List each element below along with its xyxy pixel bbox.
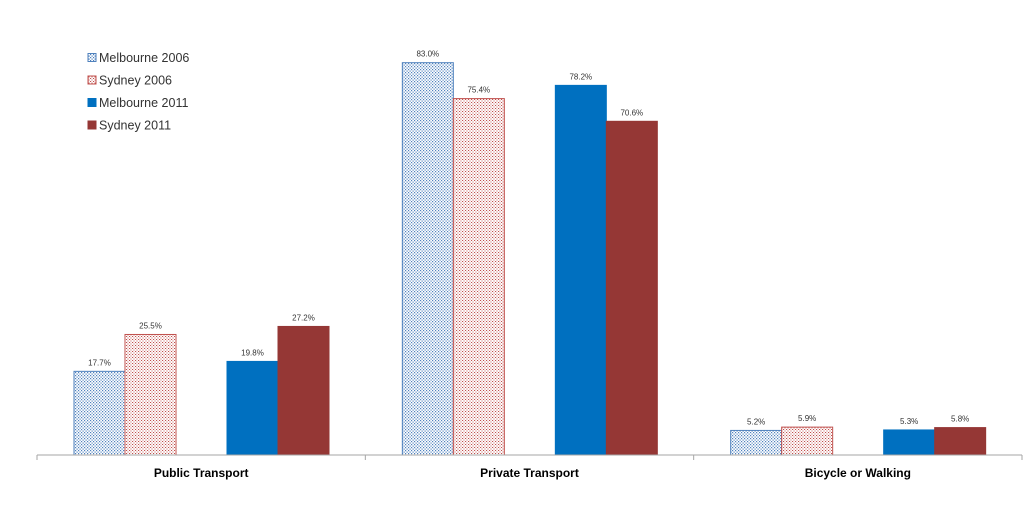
legend-label-melbourne-2006: Melbourne 2006 — [99, 51, 189, 65]
legend-swatch-sydney-2011 — [87, 120, 97, 130]
data-label-melbourne-2006-private-transport: 83.0% — [416, 50, 439, 59]
bar-sydney-2006-bicycle-or-walking — [781, 426, 834, 456]
legend-swatch-sydney-2006 — [87, 75, 97, 85]
bars-layer — [73, 62, 987, 456]
bar-melbourne-2006-bicycle-or-walking — [730, 429, 783, 456]
data-label-sydney-2006-private-transport: 75.4% — [467, 86, 490, 95]
data-label-sydney-2011-bicycle-or-walking: 5.8% — [951, 415, 969, 424]
data-label-melbourne-2011-bicycle-or-walking: 5.3% — [900, 417, 918, 426]
data-label-sydney-2011-private-transport: 70.6% — [620, 108, 643, 117]
x-axis: Public Transport Private Transport Bicycle… — [36, 454, 1023, 480]
data-label-sydney-2006-public-transport: 25.5% — [139, 321, 162, 330]
data-label-sydney-2006-bicycle-or-walking: 5.9% — [798, 414, 816, 423]
data-label-melbourne-2006-bicycle-or-walking: 5.2% — [747, 417, 765, 426]
bar-melbourne-2011-public-transport — [226, 360, 279, 456]
bar-melbourne-2006-public-transport — [73, 370, 126, 456]
data-label-melbourne-2011-private-transport: 78.2% — [569, 72, 592, 81]
legend-swatch-melbourne-2006 — [87, 53, 97, 62]
category-label-private-transport: Private Transport — [480, 466, 579, 480]
data-label-melbourne-2006-public-transport: 17.7% — [88, 358, 111, 367]
legend: Melbourne 2006 Sydney 2006 Melbourne 2011 S… — [87, 51, 189, 133]
legend-label-melbourne-2011: Melbourne 2011 — [99, 96, 188, 110]
data-label-melbourne-2011-public-transport: 19.8% — [241, 348, 264, 357]
legend-label-sydney-2011: Sydney 2011 — [99, 119, 171, 133]
bar-sydney-2011-bicycle-or-walking — [934, 427, 987, 456]
legend-label-sydney-2006: Sydney 2006 — [99, 74, 172, 88]
legend-swatch-melbourne-2011 — [87, 98, 97, 107]
bar-sydney-2006-private-transport — [452, 98, 505, 456]
data-label-sydney-2011-public-transport: 27.2% — [292, 313, 315, 322]
bar-melbourne-2006-private-transport — [401, 62, 454, 456]
bar-sydney-2011-private-transport — [605, 120, 658, 456]
category-label-public-transport: Public Transport — [154, 466, 249, 480]
data-labels-layer: 17.7% 25.5% 19.8% 27.2% 83.0% 75.4% 78.2% 70.6%… — [88, 50, 969, 427]
bar-sydney-2011-public-transport — [277, 325, 330, 456]
bar-melbourne-2011-bicycle-or-walking — [883, 429, 936, 456]
bar-melbourne-2011-private-transport — [554, 84, 607, 456]
bar-sydney-2006-public-transport — [124, 333, 177, 456]
category-label-bicycle-or-walking: Bicycle or Walking — [805, 466, 911, 480]
